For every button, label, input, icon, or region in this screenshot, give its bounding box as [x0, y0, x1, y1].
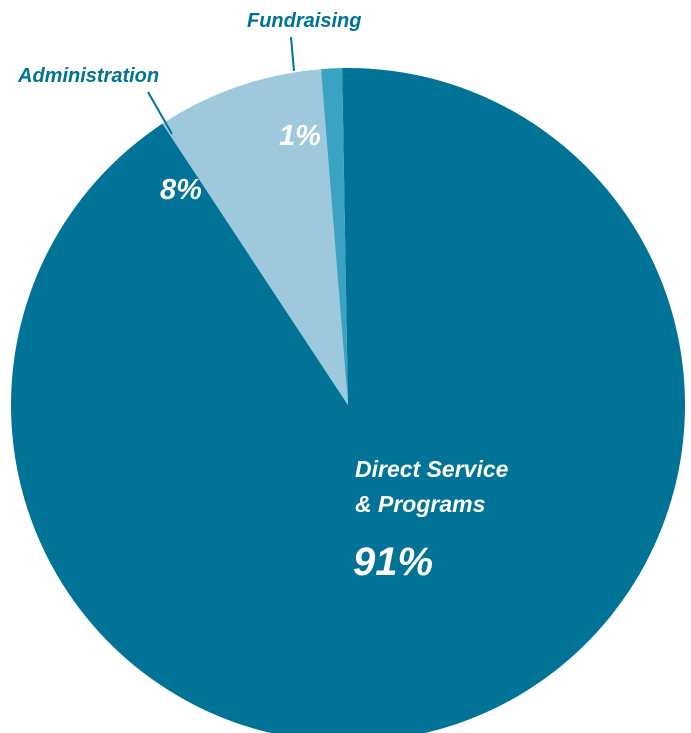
leader-lines [147, 36, 295, 135]
slice-label-direct-service-line2: & Programs [355, 491, 485, 517]
pie-slice-fundraising [320, 68, 348, 406]
slice-label-fundraising: Fundraising [247, 10, 361, 32]
slice-value-direct-service: 91% [353, 540, 433, 584]
pie-slice-direct-service-programs [11, 68, 686, 733]
slice-label-administration: Administration [17, 65, 159, 87]
slice-value-administration: 8% [160, 174, 202, 206]
slice-label-direct-service-line1: Direct Service [355, 456, 509, 482]
leader-line-fundraising [290, 36, 295, 72]
pie-slice-administration [162, 69, 348, 405]
pie-slices [11, 68, 686, 733]
leader-line-administration [147, 91, 173, 135]
slice-value-fundraising: 1% [279, 120, 321, 152]
